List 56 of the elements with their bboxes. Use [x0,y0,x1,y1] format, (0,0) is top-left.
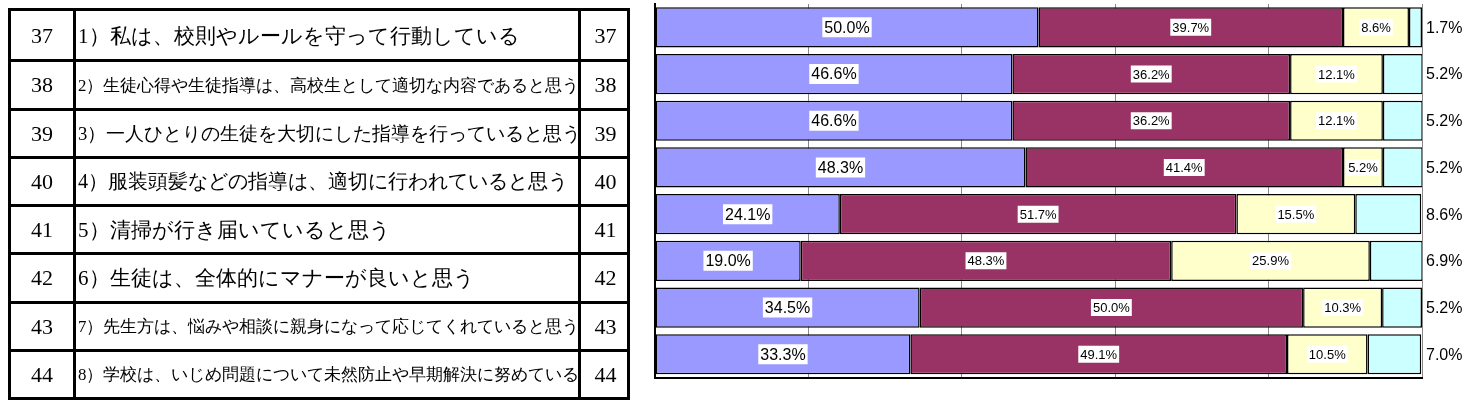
data-label: 10.3% [1324,300,1362,316]
data-label: 46.6% [811,112,857,130]
text: 38 [594,72,617,99]
data-label: 5.2% [1426,298,1463,316]
text: 41 [31,217,53,243]
data-label: 5.2% [1426,112,1463,130]
y-tick-label: 4）服装頭髪などの指導は、適切に行われていると思う [78,169,569,195]
data-label: 50.0% [1092,300,1131,316]
data-label: 7.0% [1426,345,1463,363]
data-label: 36.2% [1132,66,1171,82]
data-label: 49.1% [1080,346,1118,362]
data-label: 51.7% [1019,206,1057,222]
data-label: 34.5% [764,298,811,316]
data-label: 1.7% [1426,18,1463,36]
text: 42 [594,265,617,292]
y-tick-label: 5）清掃が行き届いていると思う [78,217,391,244]
text: 39 [31,120,53,147]
text: 41 [594,217,617,243]
text: 37 [31,22,53,49]
data-label: 36.2% [1132,113,1171,129]
data-label: 5.2% [1426,65,1463,83]
data-label: 33.3% [760,345,806,363]
data-label: 39.7% [1172,19,1210,35]
text: 43 [594,313,617,340]
data-label: 5.2% [1426,158,1463,176]
data-label: 50.0% [824,18,870,36]
text: 43 [31,313,53,340]
y-tick-label: 2）生徒心得や生徒指導は、高校生として適切な内容であると思う [78,74,580,97]
data-label: 24.1% [724,205,771,223]
text: 40 [31,168,53,195]
y-tick-label: 1）私は、校則やルールを守って行動している [78,22,520,50]
text: 38 [31,72,53,99]
data-label: 25.9% [1252,253,1290,269]
data-label: 12.1% [1318,113,1356,129]
data-label: 8.6% [1361,19,1392,35]
data-label: 48.3% [817,158,864,176]
y-tick-label: 7）先生方は、悩みや相談に親身になって応じてくれていると思う [78,316,580,338]
data-label: 10.5% [1308,346,1347,362]
text: 40 [594,168,617,195]
data-label: 6.9% [1426,252,1463,270]
text: 42 [31,265,53,292]
text: 37 [594,22,617,49]
data-label: 8.6% [1426,205,1463,223]
text: 44 [31,361,53,388]
data-label: 15.5% [1277,206,1315,222]
data-label: 48.3% [967,253,1005,269]
data-label: 19.0% [705,252,751,270]
data-label: 12.1% [1318,66,1356,82]
y-tick-label: 6）生徒は、全体的にマナーが良いと思う [78,265,475,293]
data-label: 5.2% [1348,160,1379,176]
text: 39 [594,120,617,147]
y-tick-label: 8）学校は、いじめ問題について未然防止や早期解決に努めている [78,364,580,387]
data-label: 41.4% [1165,160,1204,176]
y-tick-label: 3）一人ひとりの生徒を大切にした指導を行っていると思う [78,121,582,146]
data-label: 46.6% [811,65,857,83]
text: 44 [594,361,617,388]
